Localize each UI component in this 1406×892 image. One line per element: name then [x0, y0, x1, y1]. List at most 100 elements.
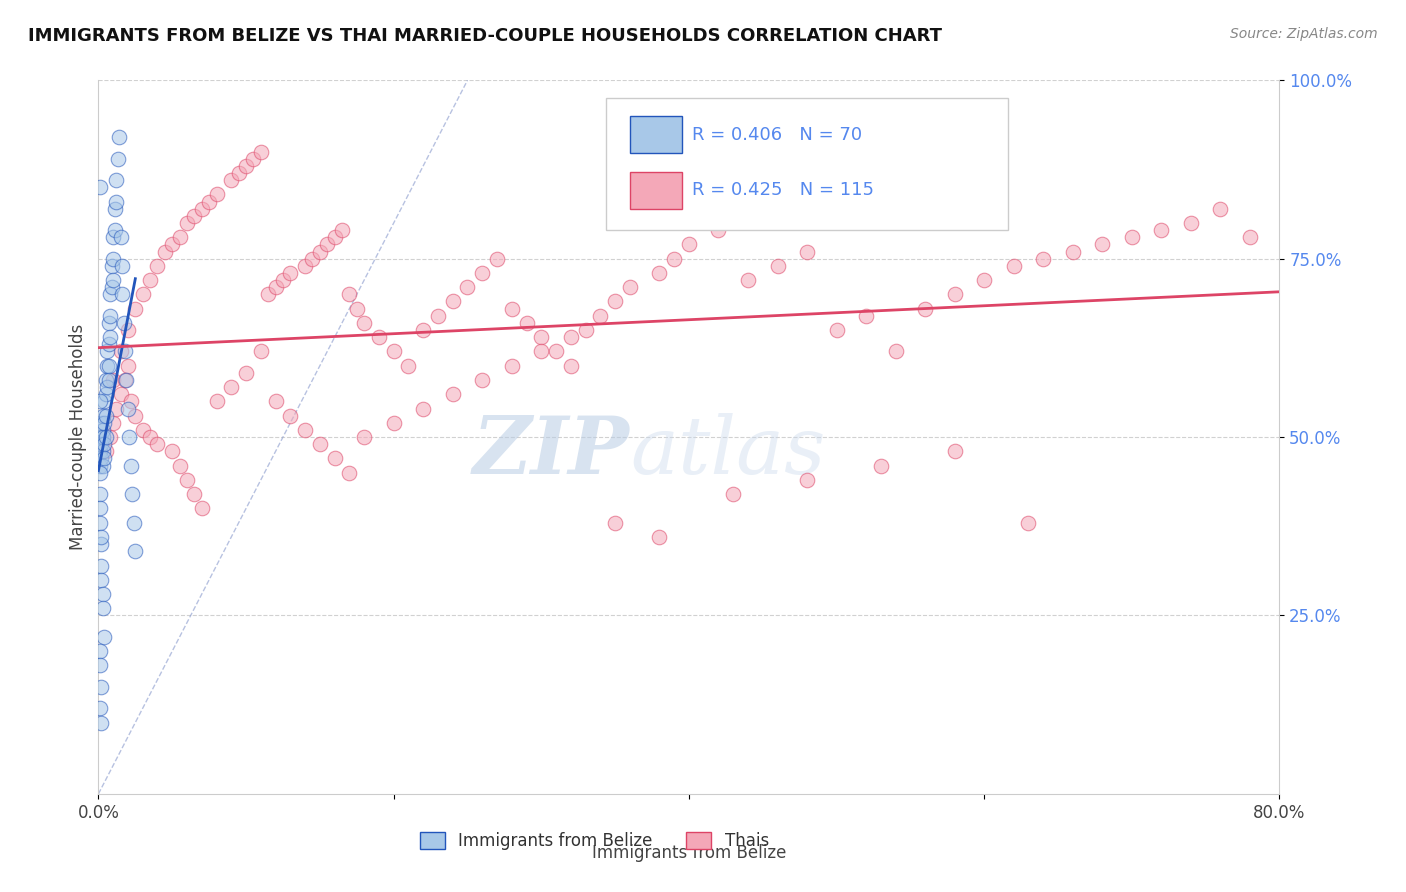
Point — [441, 294, 464, 309]
Point — [855, 309, 877, 323]
Point — [619, 280, 641, 294]
Point — [280, 409, 302, 423]
Point — [412, 401, 434, 416]
Point — [132, 423, 155, 437]
Point — [124, 409, 146, 423]
Point — [114, 373, 136, 387]
Point — [103, 416, 125, 430]
Point — [412, 323, 434, 337]
Point — [105, 401, 128, 416]
Point — [169, 230, 191, 244]
Point — [398, 359, 420, 373]
Point — [117, 401, 139, 416]
Point — [486, 252, 509, 266]
Point — [943, 444, 966, 458]
Point — [90, 416, 112, 430]
Point — [169, 458, 191, 473]
Point — [97, 373, 120, 387]
Point — [89, 394, 111, 409]
Point — [98, 287, 121, 301]
Point — [546, 344, 568, 359]
Point — [664, 252, 686, 266]
Legend: Immigrants from Belize, Thais: Immigrants from Belize, Thais — [413, 825, 776, 857]
Point — [870, 458, 893, 473]
Point — [589, 309, 612, 323]
Point — [242, 152, 264, 166]
Point — [264, 394, 287, 409]
Point — [111, 259, 134, 273]
Point — [89, 644, 111, 658]
Point — [1209, 202, 1232, 216]
Point — [117, 359, 139, 373]
Point — [1018, 516, 1040, 530]
Point — [530, 330, 553, 344]
Point — [605, 294, 627, 309]
Text: IMMIGRANTS FROM BELIZE VS THAI MARRIED-COUPLE HOUSEHOLDS CORRELATION CHART: IMMIGRANTS FROM BELIZE VS THAI MARRIED-C… — [28, 27, 942, 45]
Point — [89, 180, 111, 194]
Point — [90, 537, 112, 551]
Point — [294, 259, 316, 273]
Point — [441, 387, 464, 401]
Point — [191, 501, 214, 516]
Point — [1121, 230, 1143, 244]
Point — [1091, 237, 1114, 252]
Point — [605, 516, 627, 530]
Point — [257, 287, 280, 301]
Point — [110, 387, 132, 401]
Point — [648, 266, 671, 280]
Point — [89, 658, 111, 673]
Point — [162, 444, 183, 458]
Point — [110, 344, 132, 359]
Point — [132, 287, 155, 301]
Point — [382, 344, 405, 359]
Text: R = 0.425   N = 115: R = 0.425 N = 115 — [693, 181, 875, 199]
Point — [93, 630, 115, 644]
Point — [1180, 216, 1202, 230]
Point — [98, 330, 121, 344]
Point — [825, 323, 848, 337]
Point — [884, 344, 907, 359]
Point — [323, 451, 346, 466]
Point — [111, 287, 134, 301]
Point — [97, 359, 120, 373]
Point — [162, 237, 183, 252]
Point — [97, 316, 120, 330]
Point — [205, 394, 228, 409]
Point — [91, 587, 114, 601]
Point — [100, 280, 122, 294]
Point — [91, 409, 114, 423]
Point — [235, 159, 257, 173]
Point — [91, 444, 114, 458]
Point — [191, 202, 214, 216]
Point — [198, 194, 221, 209]
Point — [183, 487, 205, 501]
Point — [90, 715, 112, 730]
Point — [93, 437, 115, 451]
Point — [89, 466, 111, 480]
Point — [105, 173, 128, 187]
Point — [516, 316, 538, 330]
Point — [103, 230, 125, 244]
Point — [316, 237, 339, 252]
Point — [89, 487, 111, 501]
Point — [766, 259, 789, 273]
Point — [235, 366, 257, 380]
Point — [183, 209, 205, 223]
Point — [294, 423, 316, 437]
Point — [796, 244, 818, 259]
Point — [1002, 259, 1025, 273]
Point — [121, 487, 143, 501]
Point — [124, 301, 146, 316]
Point — [1239, 230, 1261, 244]
Point — [146, 437, 169, 451]
Point — [353, 316, 375, 330]
Point — [104, 223, 127, 237]
Point — [339, 466, 361, 480]
Point — [228, 166, 250, 180]
Point — [120, 394, 142, 409]
Point — [250, 145, 273, 159]
Point — [943, 287, 966, 301]
Point — [112, 316, 135, 330]
Point — [108, 130, 131, 145]
Point — [221, 173, 243, 187]
